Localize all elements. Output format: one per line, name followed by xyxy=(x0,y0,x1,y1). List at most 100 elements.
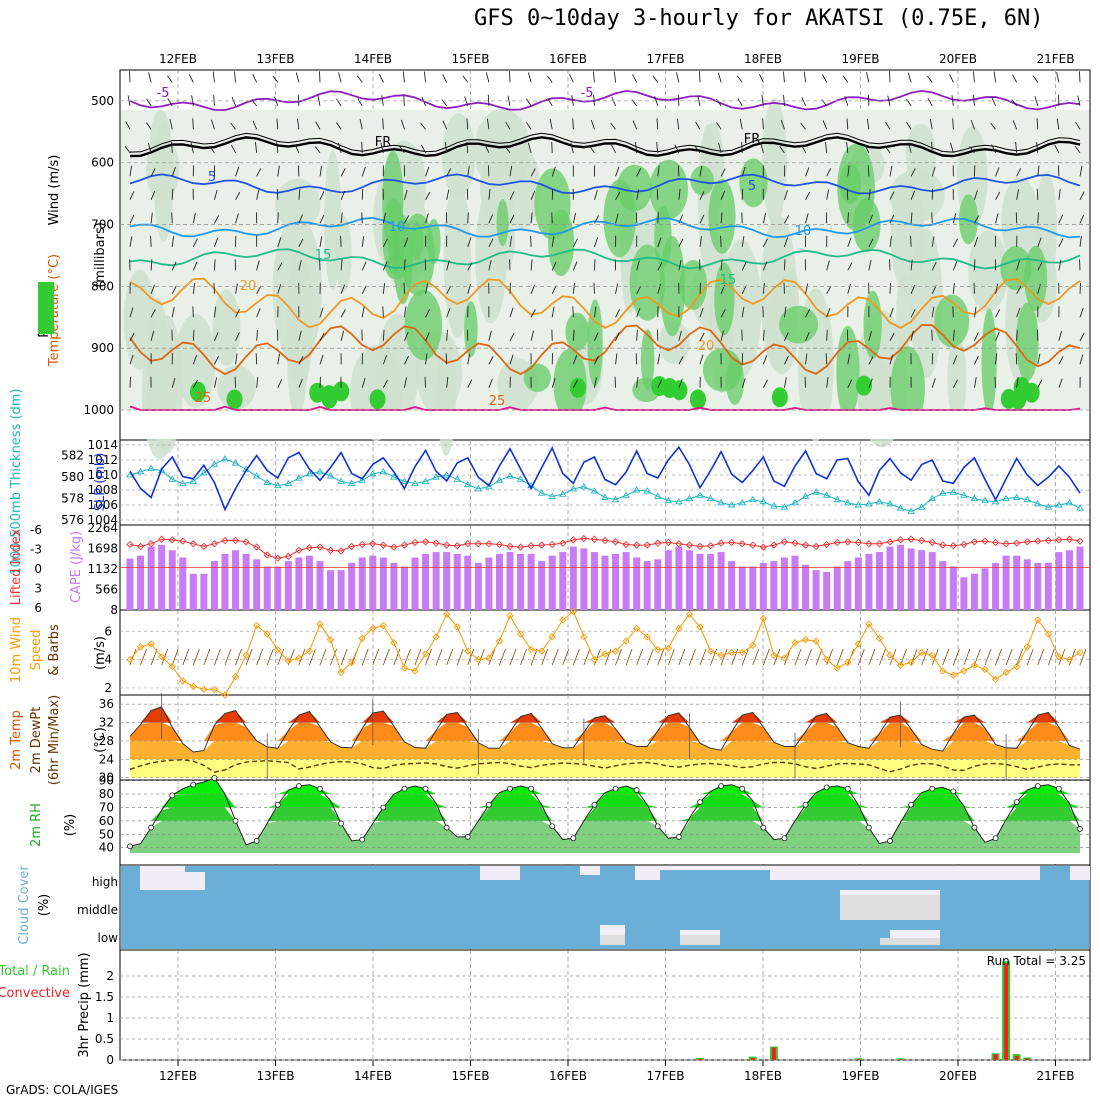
cloud-gap xyxy=(180,872,205,890)
wind-barb xyxy=(952,261,958,271)
cape-bar xyxy=(875,552,883,610)
rh2m-axis-label: 2m RH xyxy=(29,803,44,847)
isotherm-25 xyxy=(129,324,1081,376)
wind-barb xyxy=(889,165,893,177)
wind-barb xyxy=(657,379,663,388)
date-label-bottom: 14FEB xyxy=(354,1069,392,1083)
wind-speed-point xyxy=(485,654,493,662)
cape-bar xyxy=(453,553,461,610)
wind-barb xyxy=(551,141,553,153)
wind-barb xyxy=(720,259,723,271)
thickness-point xyxy=(843,498,852,506)
thickness-point xyxy=(833,495,842,503)
wind-barb xyxy=(167,75,173,83)
cloud-axis-label: Cloud Cover xyxy=(17,865,32,945)
rh-moist-area xyxy=(981,308,997,415)
rh-point xyxy=(760,824,767,831)
temp-unit-label: (°C) xyxy=(93,727,108,753)
wind-barb xyxy=(678,214,683,224)
wind-speed-point xyxy=(633,624,641,633)
wind-barb xyxy=(784,332,789,341)
wind-barb xyxy=(446,376,449,388)
wind-barb xyxy=(889,332,895,341)
wind-barb xyxy=(378,74,384,83)
wind-barb xyxy=(613,71,617,83)
wind-barb xyxy=(129,191,135,201)
isotherm-label: 5 xyxy=(748,179,756,194)
wind-barb xyxy=(762,118,764,130)
wind-barb xyxy=(298,356,304,365)
wind-barb xyxy=(784,377,787,388)
slp-tick-label: 1014 xyxy=(87,438,118,452)
isotherm-FR xyxy=(129,136,1081,158)
wind-barb xyxy=(636,329,638,341)
wind-barb xyxy=(446,260,450,271)
wind-barb xyxy=(974,377,977,388)
thickness-point xyxy=(442,471,451,478)
wind-barb xyxy=(1016,377,1019,388)
cape-bar xyxy=(907,548,915,610)
wind-barb xyxy=(361,236,365,247)
wind-barb xyxy=(528,72,532,83)
wind-barb xyxy=(551,378,556,388)
wind-barb xyxy=(1079,236,1082,247)
rh-saturated-area xyxy=(333,381,350,402)
thickness-point xyxy=(875,497,884,505)
wind-barb-10m xyxy=(594,648,601,666)
precip-conv-bar xyxy=(1004,963,1009,1060)
wind-barb-10m xyxy=(1037,648,1045,666)
li-point xyxy=(369,540,377,548)
rh-saturated-area xyxy=(689,389,706,410)
wind-barb xyxy=(995,213,999,224)
thickness-point xyxy=(221,455,229,462)
wind-barb xyxy=(425,191,431,201)
thickness-point xyxy=(738,498,747,506)
wind-barb xyxy=(572,118,574,130)
wind-barb xyxy=(1079,354,1084,365)
wind-speed-point xyxy=(1044,630,1052,638)
wind-barb xyxy=(678,356,684,365)
wind-barb xyxy=(927,97,933,107)
wind-barb-10m xyxy=(256,648,264,666)
cloud-light xyxy=(840,895,940,920)
wind-barb xyxy=(974,190,978,200)
wind-barb xyxy=(907,72,912,83)
cape-bar xyxy=(274,566,282,610)
wind-barb-10m xyxy=(995,648,1002,666)
wind-barb-10m xyxy=(868,648,876,666)
wind-barb xyxy=(593,94,595,106)
wind-barb-10m xyxy=(150,648,158,666)
wind-barb xyxy=(129,214,135,224)
thickness-point xyxy=(569,485,578,492)
wind-barb xyxy=(467,165,470,177)
rh-point xyxy=(380,804,387,811)
wind-barb xyxy=(847,165,850,177)
wind-barb xyxy=(357,75,363,83)
wind-barb xyxy=(699,236,703,247)
wind-barb xyxy=(129,71,131,83)
cape-bar xyxy=(126,558,134,610)
wind-barb xyxy=(636,307,641,318)
wind-barb xyxy=(805,167,810,177)
wind-barb xyxy=(974,215,980,224)
rh-shade xyxy=(474,108,531,193)
wind10m-unit-label: (m/s) xyxy=(93,636,108,670)
rh-point xyxy=(950,788,957,795)
wind-barb xyxy=(846,141,849,153)
isotherm-15 xyxy=(129,248,1081,270)
li-point xyxy=(812,542,820,551)
wind-barb xyxy=(632,120,638,130)
wind-barb-10m xyxy=(773,648,781,666)
cape-bar xyxy=(137,555,145,610)
cape-bar xyxy=(707,553,715,610)
rh-point xyxy=(295,783,302,789)
wind-barb xyxy=(1037,283,1041,294)
wind-barb xyxy=(1079,191,1085,201)
rh-moist-area xyxy=(523,363,551,392)
wind-barb xyxy=(969,146,975,154)
wind-barb xyxy=(421,96,426,107)
wind-barb xyxy=(404,237,409,247)
wind-barb xyxy=(1037,237,1042,247)
wind-barb xyxy=(741,166,746,177)
wind-speed-point xyxy=(348,658,356,667)
